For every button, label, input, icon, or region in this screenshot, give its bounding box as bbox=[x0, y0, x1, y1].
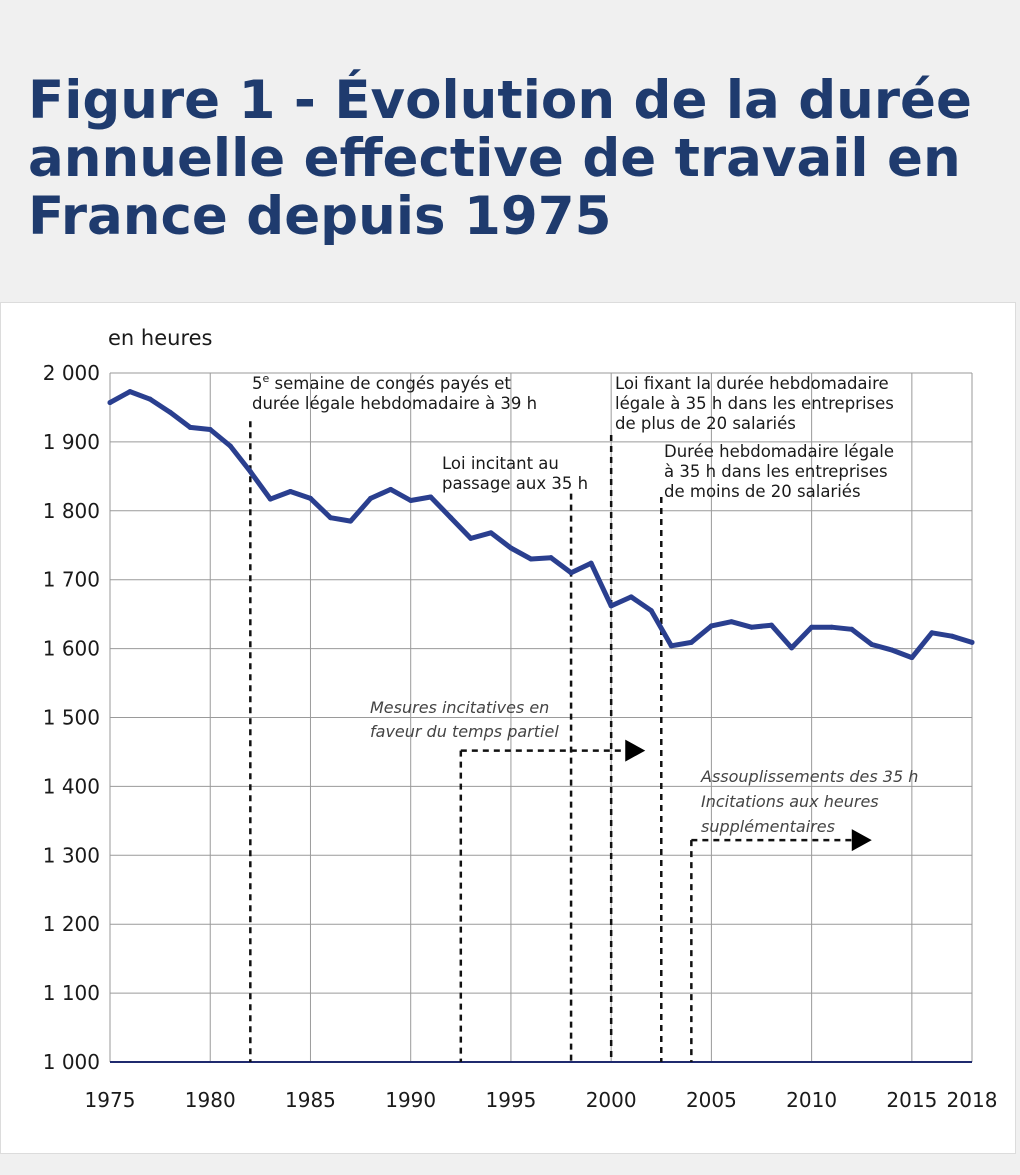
y-tick-label: 1 300 bbox=[43, 843, 100, 867]
data-point bbox=[167, 409, 173, 415]
data-point bbox=[809, 624, 815, 630]
x-tick-label: 2000 bbox=[586, 1088, 637, 1112]
data-point bbox=[468, 535, 474, 541]
data-point bbox=[748, 624, 754, 630]
y-tick-label: 1 400 bbox=[43, 774, 100, 798]
event-label: 5e semaine de congés payés et bbox=[252, 372, 511, 393]
measure-annotations: Mesures incitatives en faveur du temps pa… bbox=[370, 698, 918, 1062]
data-point bbox=[728, 619, 734, 625]
event-label: de plus de 20 salariés bbox=[615, 414, 796, 433]
y-tick-label: 1 600 bbox=[43, 637, 100, 661]
y-axis-ticks: 1 000 1 100 1 200 1 300 1 400 1 500 1 600 1 700… bbox=[43, 361, 100, 1074]
data-point bbox=[187, 424, 193, 430]
arrow-head bbox=[851, 829, 872, 852]
x-axis-ticks: 1975 1980 1985 1990 1995 2000 2005 2010 2015 2018 bbox=[85, 1088, 998, 1112]
y-axis-unit-label: en heures bbox=[108, 326, 212, 350]
measure-label: supplémentaires bbox=[701, 817, 835, 836]
data-point bbox=[909, 655, 915, 661]
data-point bbox=[648, 608, 654, 614]
chart-card bbox=[0, 302, 1016, 1154]
data-point bbox=[668, 643, 674, 649]
x-tick-label: 1990 bbox=[385, 1088, 436, 1112]
measure-label: Assouplissements des 35 h bbox=[700, 767, 918, 786]
data-point bbox=[348, 518, 354, 524]
data-point bbox=[588, 560, 594, 566]
data-point bbox=[889, 647, 895, 653]
data-point bbox=[849, 626, 855, 632]
data-point bbox=[147, 396, 153, 402]
y-tick-label: 1 900 bbox=[43, 430, 100, 454]
y-tick-label: 1 200 bbox=[43, 912, 100, 936]
x-tick-label: 2018 bbox=[947, 1088, 998, 1112]
data-point bbox=[789, 645, 795, 651]
data-point bbox=[488, 530, 494, 536]
data-point bbox=[408, 497, 414, 503]
data-point bbox=[388, 486, 394, 492]
data-point bbox=[769, 622, 775, 628]
x-tick-label: 2010 bbox=[786, 1088, 837, 1112]
series-line bbox=[107, 389, 975, 661]
x-tick-label: 1980 bbox=[185, 1088, 236, 1112]
measure-label: faveur du temps partiel bbox=[370, 722, 559, 741]
data-point bbox=[428, 494, 434, 500]
data-point bbox=[708, 623, 714, 629]
data-point bbox=[528, 556, 534, 562]
event-label: à 35 h dans les entreprises bbox=[664, 462, 888, 481]
data-point bbox=[548, 555, 554, 561]
x-tick-label: 2015 bbox=[886, 1088, 937, 1112]
x-tick-label: 2005 bbox=[686, 1088, 737, 1112]
data-point bbox=[287, 489, 293, 495]
event-label: durée légale hebdomadaire à 39 h bbox=[252, 394, 537, 413]
data-point bbox=[307, 495, 313, 501]
data-point bbox=[688, 639, 694, 645]
y-tick-label: 2 000 bbox=[43, 361, 100, 385]
data-point bbox=[869, 641, 875, 647]
arrow-head bbox=[625, 739, 646, 762]
x-tick-label: 1985 bbox=[285, 1088, 336, 1112]
data-point bbox=[227, 443, 233, 449]
data-point bbox=[929, 630, 935, 636]
data-point bbox=[508, 545, 514, 551]
data-point bbox=[127, 389, 133, 395]
data-point bbox=[107, 400, 113, 406]
y-tick-label: 1 500 bbox=[43, 706, 100, 730]
data-point bbox=[207, 426, 213, 432]
event-label: légale à 35 h dans les entreprises bbox=[615, 394, 894, 413]
data-point bbox=[608, 603, 614, 609]
header: Figure 1 - Évolution de la durée annuell… bbox=[0, 0, 1020, 300]
measure-label: Incitations aux heures bbox=[701, 792, 879, 811]
event-label: de moins de 20 salariés bbox=[664, 482, 861, 501]
data-point bbox=[949, 633, 955, 639]
data-point bbox=[448, 515, 454, 521]
x-tick-label: 1995 bbox=[485, 1088, 536, 1112]
series-layer bbox=[107, 389, 975, 661]
data-point bbox=[969, 639, 975, 645]
data-point bbox=[628, 594, 634, 600]
data-point bbox=[247, 469, 253, 475]
y-tick-label: 1 000 bbox=[43, 1050, 100, 1074]
event-label: Loi fixant la durée hebdomadaire bbox=[615, 374, 889, 393]
grid bbox=[109, 372, 973, 1063]
data-point bbox=[368, 495, 374, 501]
y-tick-label: 1 100 bbox=[43, 981, 100, 1005]
y-tick-label: 1 700 bbox=[43, 568, 100, 592]
data-point bbox=[568, 570, 574, 576]
measure-label: Mesures incitatives en bbox=[370, 698, 549, 717]
event-label: passage aux 35 h bbox=[442, 474, 588, 493]
data-point bbox=[267, 496, 273, 502]
data-point bbox=[328, 515, 334, 521]
x-tick-label: 1975 bbox=[85, 1088, 136, 1112]
data-point bbox=[829, 624, 835, 630]
event-label: Durée hebdomadaire légale bbox=[664, 442, 894, 461]
page-title: Figure 1 - Évolution de la durée annuell… bbox=[28, 70, 972, 247]
event-label: Loi incitant au bbox=[442, 454, 559, 473]
y-tick-label: 1 800 bbox=[43, 499, 100, 523]
